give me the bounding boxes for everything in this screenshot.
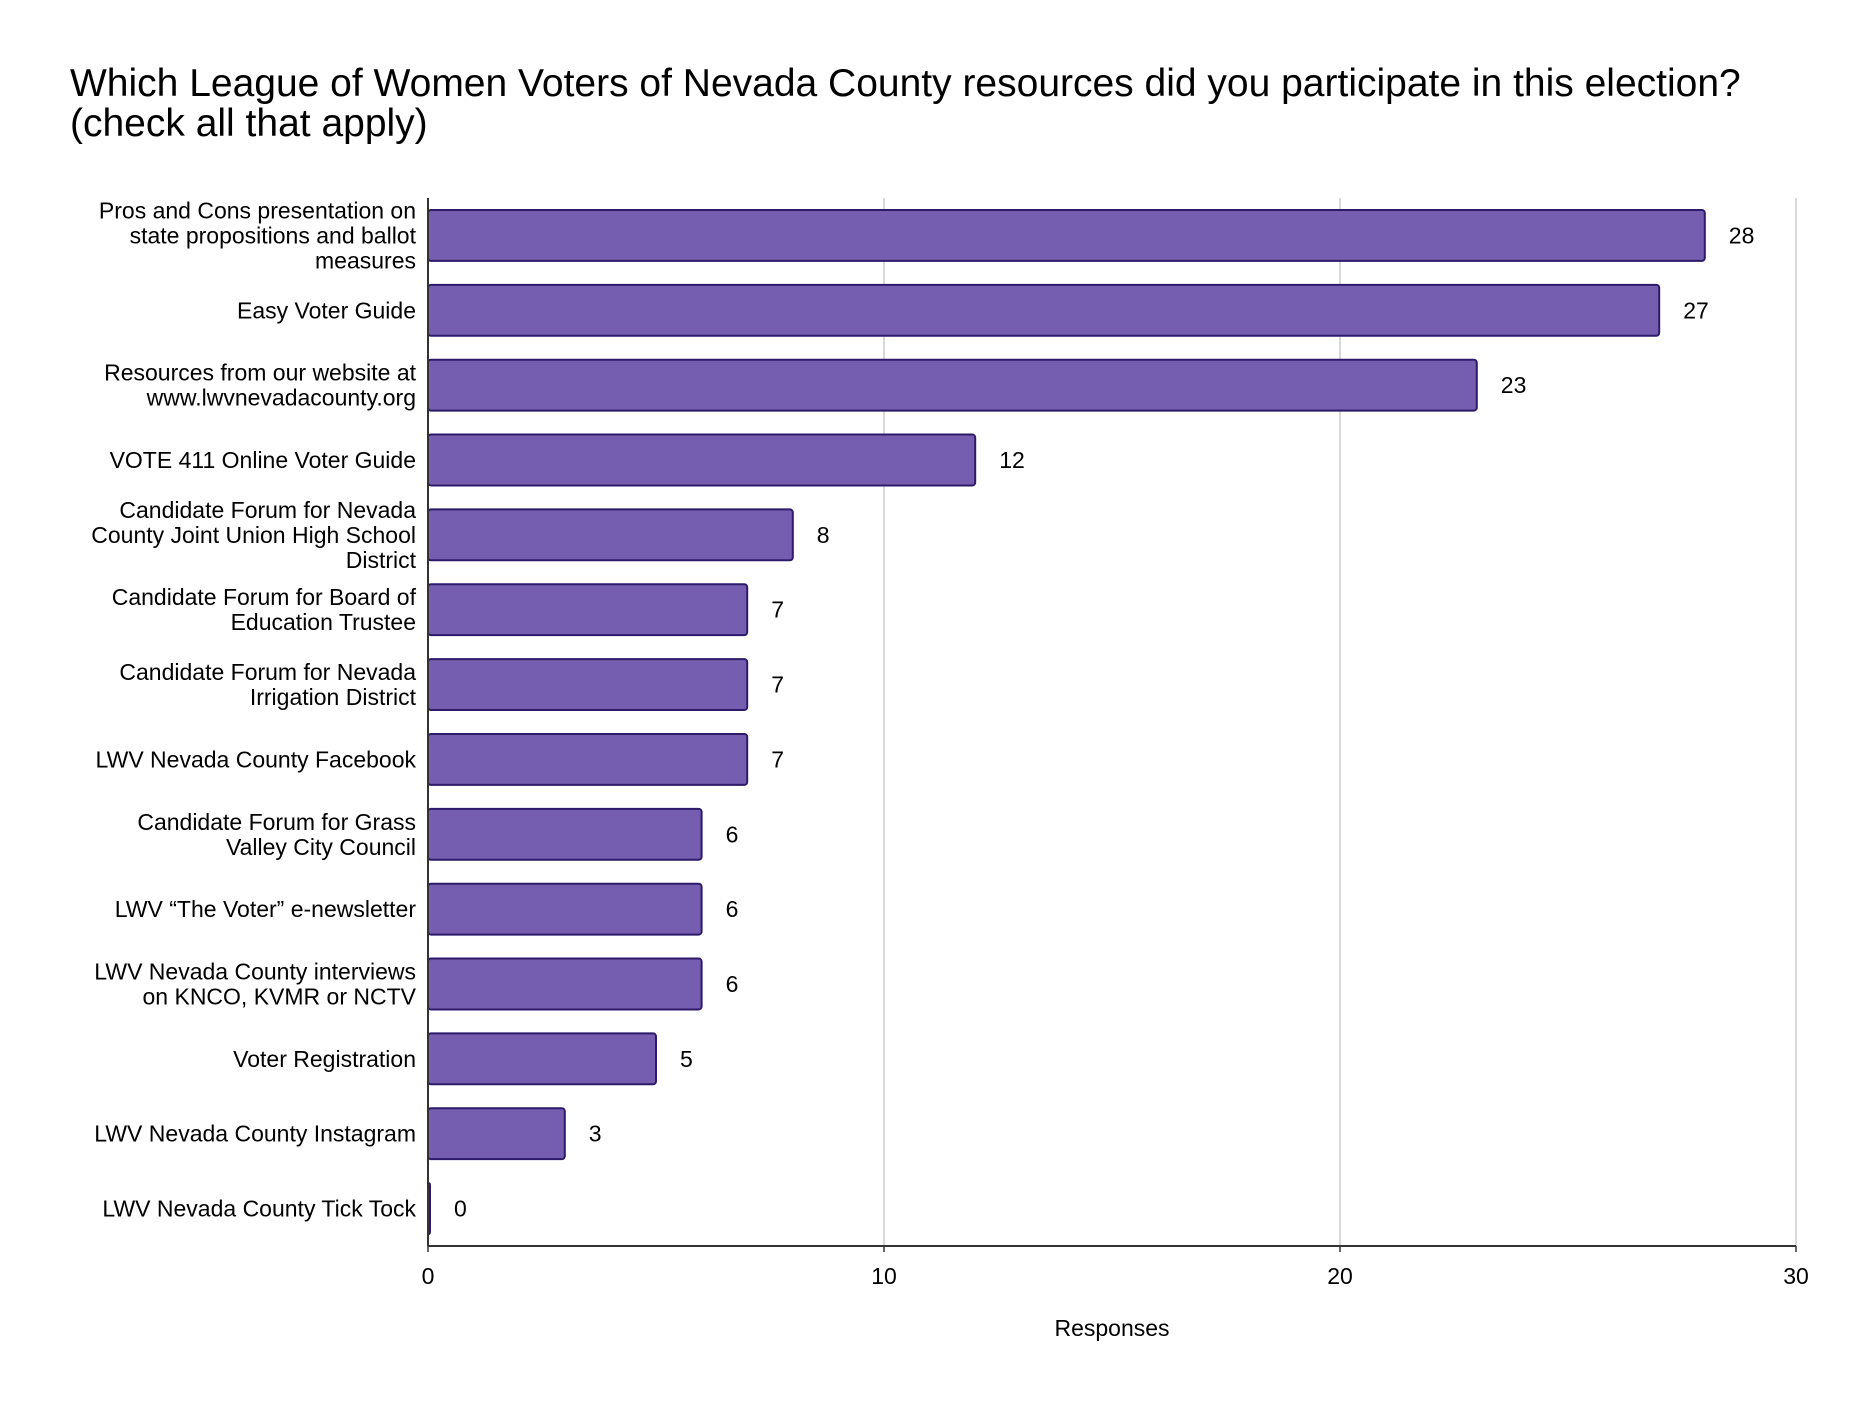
category-label-line: Candidate Forum for Grass xyxy=(137,809,416,835)
bars xyxy=(427,208,1706,1236)
bar-value-label: 23 xyxy=(1501,372,1527,398)
category-label: Easy Voter Guide xyxy=(237,297,416,323)
category-label: LWV Nevada County interviews on KNCO, KVM… xyxy=(94,959,416,1010)
category-label-line: Pros and Cons presentation on xyxy=(99,197,416,223)
bar xyxy=(427,508,794,562)
category-label: Candidate Forum for Nevada County Joint U… xyxy=(91,497,416,573)
bar-value-label: 7 xyxy=(771,746,784,772)
category-label: Candidate Forum for Board of Education Tr… xyxy=(112,584,417,635)
category-label-line: LWV Nevada County interviews xyxy=(94,959,416,985)
bar xyxy=(427,583,749,637)
x-tick-label: 0 xyxy=(422,1263,435,1289)
category-label-line: LWV Nevada County Tick Tock xyxy=(102,1196,416,1222)
category-label-line: Candidate Forum for Board of xyxy=(112,584,417,610)
bar xyxy=(427,433,977,487)
category-label: VOTE 411 Online Voter Guide xyxy=(110,447,416,473)
bar xyxy=(427,658,749,712)
x-axis-title: Responses xyxy=(1054,1315,1169,1341)
category-label: Candidate Forum for Nevada Irrigation Dis… xyxy=(119,659,416,710)
gridlines xyxy=(427,198,1797,1252)
category-label: Pros and Cons presentation on state propo… xyxy=(99,197,417,273)
bar xyxy=(427,882,703,936)
category-label: LWV Nevada County Tick Tock xyxy=(102,1196,416,1222)
bar-value-label: 8 xyxy=(817,522,830,548)
category-label: Resources from our website at www.lwvneva… xyxy=(104,360,417,411)
category-label-line: LWV Nevada County Facebook xyxy=(96,746,417,772)
bar-value-label: 0 xyxy=(454,1196,467,1222)
category-label-line: state propositions and ballot xyxy=(130,222,417,248)
category-label-line: www.lwvnevadacounty.org xyxy=(146,385,416,411)
category-label-line: Irrigation District xyxy=(250,684,417,710)
category-label: Candidate Forum for Grass Valley City Cou… xyxy=(137,809,416,860)
category-label: LWV Nevada County Instagram xyxy=(94,1121,416,1147)
category-label-line: LWV Nevada County Instagram xyxy=(94,1121,416,1147)
bar-value-label: 28 xyxy=(1729,222,1755,248)
category-label-line: County Joint Union High School xyxy=(91,522,416,548)
category-label-line: Candidate Forum for Nevada xyxy=(119,659,416,685)
category-label-line: Valley City Council xyxy=(226,834,416,860)
bar-value-label: 27 xyxy=(1683,297,1709,323)
bar xyxy=(427,283,1661,337)
x-tick-label: 20 xyxy=(1327,1263,1353,1289)
category-label-line: Education Trustee xyxy=(231,609,416,635)
axes xyxy=(427,198,1796,1247)
bar-value-label: 6 xyxy=(726,821,739,847)
bar xyxy=(427,732,749,786)
bar xyxy=(427,208,1706,262)
bar xyxy=(427,1032,657,1086)
bar xyxy=(427,1107,566,1161)
category-label: LWV Nevada County Facebook xyxy=(96,746,417,772)
x-tick-label: 30 xyxy=(1783,1263,1809,1289)
bar-value-label: 12 xyxy=(999,447,1025,473)
category-label-line: measures xyxy=(315,247,416,273)
category-label-line: Resources from our website at xyxy=(104,360,417,386)
bar xyxy=(427,807,703,861)
bar-value-label: 3 xyxy=(589,1121,602,1147)
bar xyxy=(427,358,1478,412)
category-label-line: Voter Registration xyxy=(233,1046,416,1072)
category-label-line: District xyxy=(346,547,417,573)
x-tick-label: 10 xyxy=(871,1263,897,1289)
chart-title: Which League of Women Voters of Nevada C… xyxy=(70,62,1741,145)
bar-value-label: 6 xyxy=(726,971,739,997)
category-label-line: Easy Voter Guide xyxy=(237,297,416,323)
bar xyxy=(427,957,703,1011)
bar-value-label: 7 xyxy=(771,672,784,698)
category-label: Voter Registration xyxy=(233,1046,416,1072)
category-label-line: LWV “The Voter” e-newsletter xyxy=(115,896,417,922)
bar-value-label: 7 xyxy=(771,597,784,623)
category-label: LWV “The Voter” e-newsletter xyxy=(115,896,417,922)
bar-value-label: 5 xyxy=(680,1046,693,1072)
bar-value-label: 6 xyxy=(726,896,739,922)
category-label-line: Candidate Forum for Nevada xyxy=(119,497,416,523)
category-label-line: VOTE 411 Online Voter Guide xyxy=(110,447,416,473)
category-label-line: on KNCO, KVMR or NCTV xyxy=(143,984,417,1010)
